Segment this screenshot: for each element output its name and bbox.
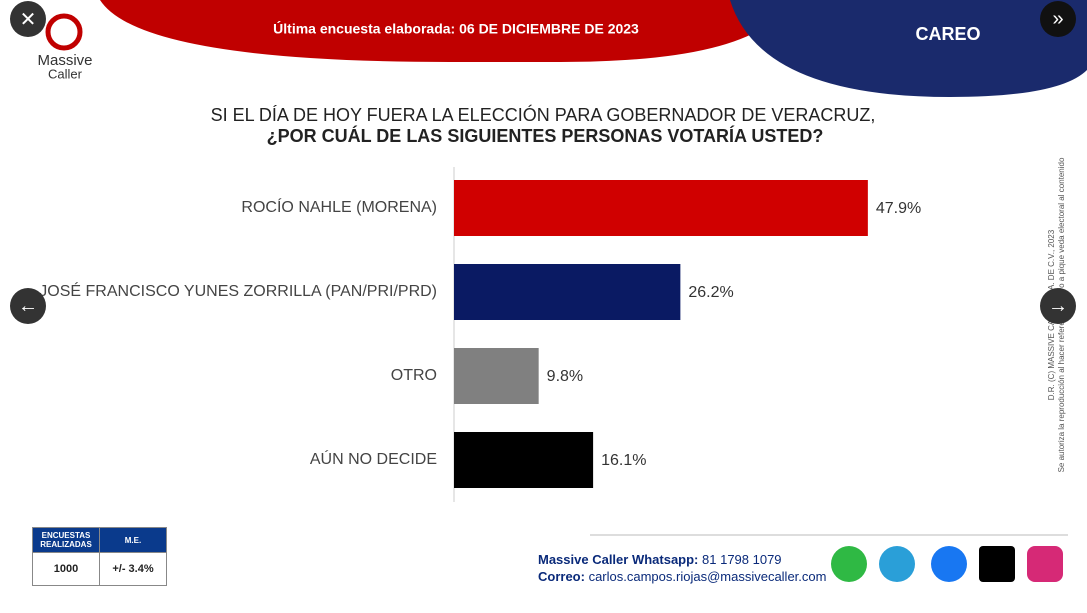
prev-button[interactable]: ←	[10, 288, 46, 324]
instagram-icon[interactable]	[1027, 546, 1063, 582]
facebook-icon[interactable]	[931, 546, 967, 582]
whatsapp-icon[interactable]	[831, 546, 867, 582]
header-blue-shape	[730, 0, 1087, 97]
value-label: 16.1%	[601, 452, 646, 469]
logo-text: Caller	[48, 66, 83, 81]
value-label: 26.2%	[688, 284, 733, 301]
bar	[454, 432, 594, 488]
header-red-shape	[100, 0, 790, 62]
contact-label: Correo:	[538, 569, 585, 584]
contact-value: 81 1798 1079	[702, 552, 782, 567]
table-cell: 1000	[32, 552, 100, 586]
chart-subtitle: ¿POR CUÁL DE LAS SIGUIENTES PERSONAS VOT…	[267, 125, 824, 146]
survey-date: Última encuesta elaborada: 06 DE DICIEMB…	[273, 20, 639, 37]
category-label: ROCÍO NAHLE (MORENA)	[241, 197, 437, 216]
category-label: JOSÉ FRANCISCO YUNES ZORRILLA (PAN/PRI/P…	[39, 281, 437, 300]
contact-label: Massive Caller Whatsapp:	[538, 552, 699, 567]
table-header: M.E.	[99, 527, 167, 553]
table-header: ENCUESTAS REALIZADAS	[32, 527, 100, 553]
bar	[454, 264, 681, 320]
value-label: 47.9%	[876, 200, 921, 217]
telegram-icon[interactable]	[879, 546, 915, 582]
bar	[454, 180, 868, 236]
logo-icon	[45, 13, 83, 51]
contact-value: carlos.campos.riojas@massivecaller.com	[588, 569, 827, 584]
chart-title: SI EL DÍA DE HOY FUERA LA ELECCIÓN PARA …	[211, 104, 876, 125]
contact: Massive Caller Whatsapp: 81 1798 1079 Co…	[538, 551, 826, 585]
bar	[454, 348, 539, 404]
category-label: OTRO	[391, 367, 437, 384]
table-cell: +/- 3.4%	[99, 552, 167, 586]
logo-text: Massive	[37, 52, 92, 69]
next-button[interactable]: →	[1040, 288, 1076, 324]
x-icon[interactable]	[979, 546, 1015, 582]
value-label: 9.8%	[547, 368, 583, 385]
sample-table: ENCUESTAS REALIZADAS M.E. 1000 +/- 3.4%	[32, 527, 167, 586]
section-title: CAREO	[915, 24, 980, 44]
category-label: AÚN NO DECIDE	[310, 449, 437, 468]
next-section-button[interactable]: »	[1040, 1, 1076, 37]
close-button[interactable]: ✕	[10, 1, 46, 37]
